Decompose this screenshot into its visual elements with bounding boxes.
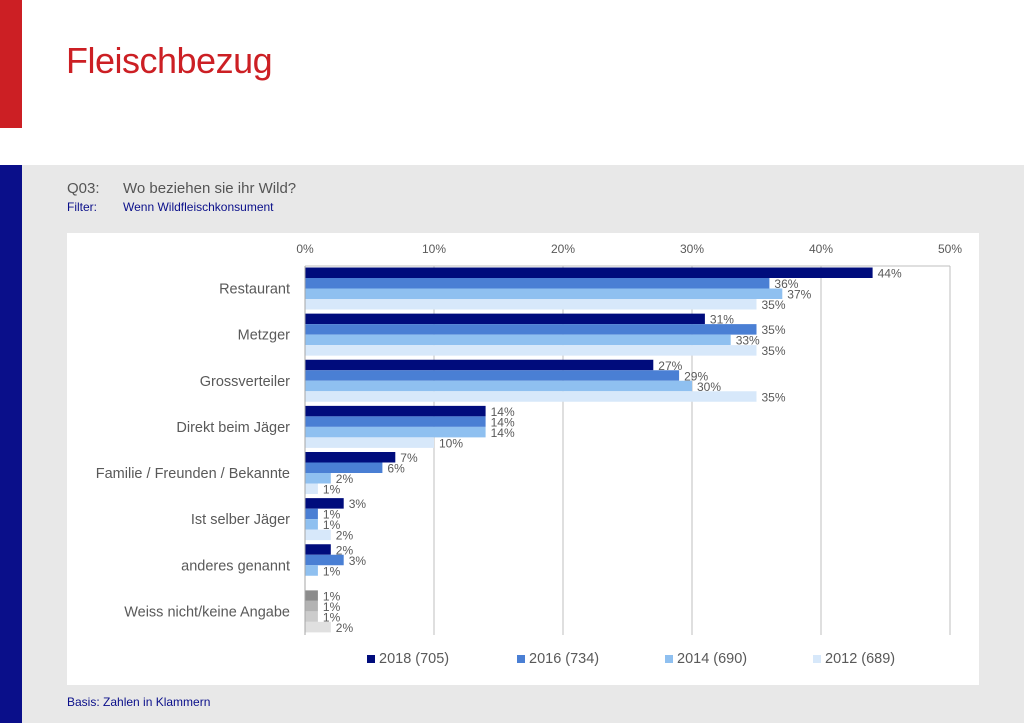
data-label: 31% [710,313,734,327]
data-label: 6% [387,462,405,476]
legend-label: 2016 (734) [529,651,599,667]
data-label: 27% [658,359,682,373]
legend-swatch [367,655,375,663]
filter-label: Filter: [67,200,97,214]
bar [305,267,873,278]
data-label: 3% [349,554,367,568]
bar [305,600,318,612]
data-label: 1% [323,589,341,603]
data-label: 3% [349,497,367,511]
legend-swatch [665,655,673,663]
bar [305,590,318,601]
bar [305,508,318,520]
bar [305,345,757,356]
bar [305,334,731,346]
category-label: anderes genannt [181,558,290,574]
bar [305,359,654,371]
legend-swatch [813,655,821,663]
question-text: Wo beziehen sie ihr Wild? [123,180,297,197]
data-label: 1% [323,508,341,522]
bar [305,278,770,289]
data-label: 44% [878,267,902,281]
bar [305,473,331,484]
data-label: 7% [400,451,418,465]
bar [305,565,318,576]
category-label: Familie / Freunden / Bekannte [96,466,290,482]
page-title: Fleischbezug [66,40,273,81]
bar [305,391,757,402]
data-label: 2% [336,529,354,543]
bar [305,370,680,381]
category-label: Grossverteiler [200,374,290,390]
data-label: 30% [697,380,721,394]
x-tick-label: 0% [296,242,314,256]
x-tick-label: 30% [680,242,704,256]
category-label: Ist selber Jäger [191,512,290,528]
category-label: Direkt beim Jäger [176,420,290,436]
data-label: 1% [323,600,341,614]
bar [305,483,318,494]
bar-chart: 0% 10% 20% 30% 40% 50%Restaurant44%36%37%35%M… [96,242,963,667]
bar [305,498,344,509]
data-label: 1% [323,610,341,624]
data-label: 2% [336,472,354,486]
bar [305,452,396,463]
data-label: 14% [491,415,515,429]
data-label: 35% [762,390,786,404]
bar [305,416,486,427]
x-tick-label: 10% [422,242,446,256]
x-tick-label: 50% [938,242,962,256]
bar [305,288,783,299]
bar [305,544,331,555]
data-label: 2% [336,543,354,557]
data-label: 2% [336,621,354,635]
legend-label: 2012 (689) [825,651,895,667]
data-label: 14% [491,405,515,419]
bar [305,313,705,325]
data-label: 29% [684,369,708,383]
question-label: Q03: [67,180,100,197]
data-label: 14% [491,426,515,440]
data-label: 37% [787,288,811,302]
bar [305,554,344,566]
category-label: Restaurant [219,282,290,298]
blue-accent-bar [0,165,22,723]
red-accent-bar [0,0,22,128]
data-label: 33% [736,334,760,348]
chart-container: 0% 10% 20% 30% 40% 50% Restaurant 44% 36% 37% 35% M… [67,233,979,685]
bar [305,299,757,310]
bar [305,611,318,622]
bar [305,529,331,541]
data-label: 35% [762,344,786,358]
x-tick-label: 40% [809,242,833,256]
data-label: 1% [323,518,341,532]
filter-text: Wenn Wildfleischkonsument [123,200,274,214]
bar [305,462,383,473]
bar [305,405,486,417]
bar [305,519,318,530]
data-label: 1% [323,483,341,497]
x-tick-label: 20% [551,242,575,256]
data-label: 10% [439,436,463,450]
legend-label: 2014 (690) [677,651,747,667]
bar [305,324,757,335]
category-label: Weiss nicht/keine Angabe [124,604,290,620]
legend-label: 2018 (705) [379,651,449,667]
bar [305,621,331,633]
category-label: Metzger [238,328,291,344]
bar [305,437,434,448]
data-label: 35% [762,323,786,337]
data-label: 35% [762,298,786,312]
bar [305,380,692,392]
data-label: 36% [774,277,798,291]
bar [305,426,486,438]
legend-swatch [517,655,525,663]
basis-note: Basis: Zahlen in Klammern [67,695,211,709]
data-label: 1% [323,564,341,578]
